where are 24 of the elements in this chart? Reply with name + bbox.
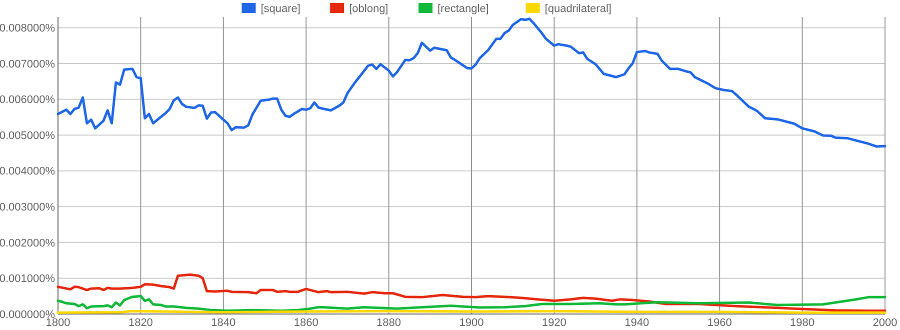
y-tick-label: 0.001000% — [0, 273, 56, 286]
y-tick-label: 0.008000% — [0, 22, 56, 35]
x-tick-label: 1940 — [624, 317, 650, 329]
legend-label: [quadrilateral] — [544, 2, 612, 15]
y-tick-label: 0.004000% — [0, 166, 56, 178]
y-tick-label: 0.005000% — [0, 130, 56, 142]
x-tick-label: 1920 — [542, 317, 566, 329]
y-tick-label: 0.003000% — [0, 202, 56, 214]
x-tick-label: 1820 — [128, 317, 153, 329]
y-tick-label: 0.002000% — [0, 237, 56, 250]
x-tick-label: 1960 — [707, 317, 732, 329]
x-tick-label: 1800 — [46, 317, 70, 329]
legend-label: [rectangle] — [438, 2, 489, 15]
legend-label: [oblong] — [349, 2, 388, 15]
x-tick-label: 1900 — [459, 317, 484, 329]
x-tick-label: 1980 — [790, 317, 815, 329]
legend-label: [square] — [260, 2, 300, 15]
x-tick-label: 1880 — [376, 317, 402, 329]
x-tick-label: 1840 — [211, 317, 236, 329]
y-tick-label: 0.007000% — [0, 58, 56, 70]
x-tick-label: 2000 — [872, 317, 898, 329]
x-tick-label: 1860 — [294, 317, 318, 329]
line-series — [56, 18, 886, 148]
y-tick-label: 0.006000% — [0, 94, 56, 106]
